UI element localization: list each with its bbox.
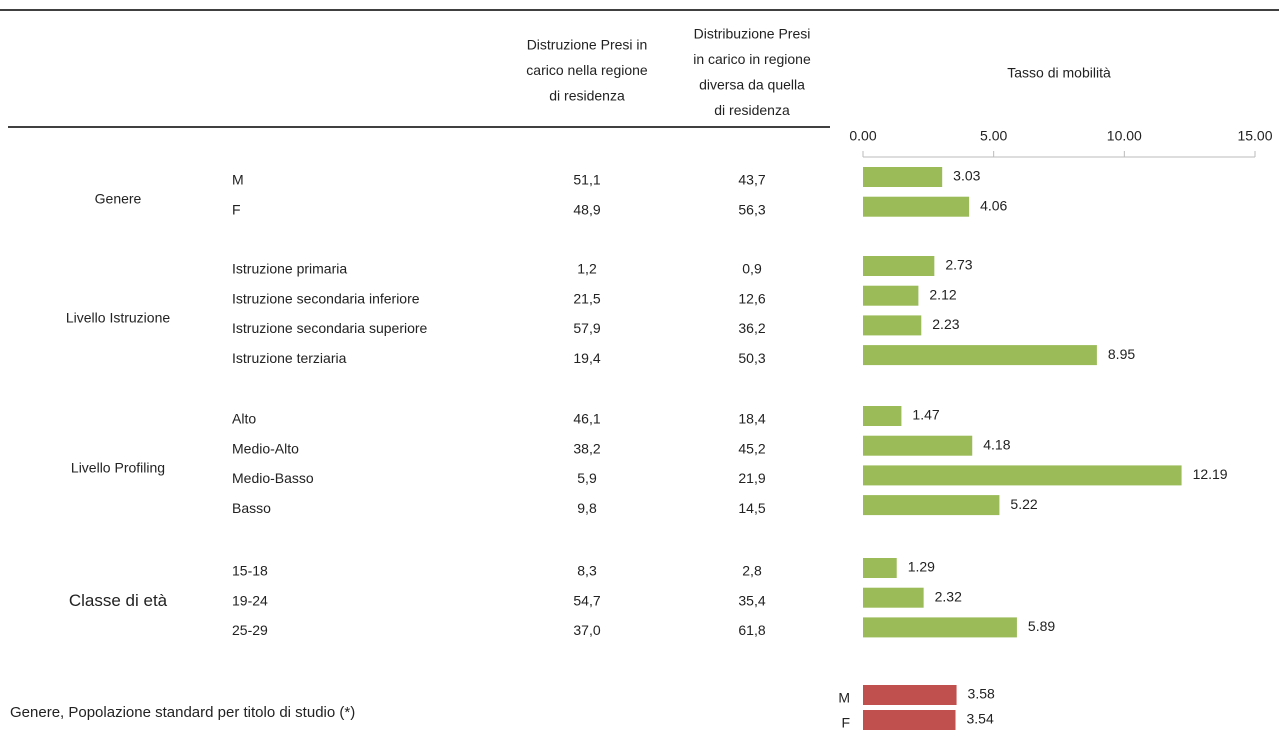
cell-col2: 18,4: [738, 411, 765, 427]
cell-col1: 38,2: [573, 440, 600, 456]
cell-col1: 48,9: [573, 201, 600, 217]
group-label: Livello Profiling: [71, 459, 165, 475]
cell-col1: 57,9: [573, 320, 600, 336]
row-label: Istruzione secondaria superiore: [232, 320, 428, 336]
bar-value: 2.12: [929, 286, 956, 302]
row-label: 15-18: [232, 563, 268, 579]
bar-value: 12.19: [1193, 466, 1228, 482]
cell-col1: 46,1: [573, 411, 600, 427]
bar: [863, 285, 919, 306]
row-label: Medio-Alto: [232, 440, 299, 456]
bar-value: 2.32: [935, 588, 962, 604]
cell-col2: 2,8: [742, 563, 762, 579]
bar-value: 4.06: [980, 197, 1007, 213]
bar: [863, 256, 935, 276]
x-tick-label: 5.00: [980, 128, 1007, 144]
bar-value: 3.58: [968, 686, 995, 702]
cell-col2: 61,8: [738, 622, 765, 638]
cell-col1: 19,4: [573, 350, 600, 366]
row-label: 19-24: [232, 592, 268, 608]
cell-col2: 21,9: [738, 470, 765, 486]
group-label: Genere: [95, 191, 142, 207]
cell-col1: 8,3: [577, 563, 597, 579]
cell-col1: 54,7: [573, 592, 600, 608]
cell-col2: 43,7: [738, 172, 765, 188]
row-label: Basso: [232, 500, 271, 516]
footer-label: Genere, Popolazione standard per titolo …: [10, 704, 355, 721]
bar-value: 8.95: [1108, 346, 1135, 362]
cell-col2: 56,3: [738, 201, 765, 217]
header-col2: di residenza: [714, 102, 790, 118]
bar: [863, 435, 973, 456]
bar: [863, 315, 922, 336]
cell-col2: 45,2: [738, 440, 765, 456]
row-label: 25-29: [232, 622, 268, 638]
bar: [863, 345, 1097, 366]
row-label: Istruzione primaria: [232, 261, 347, 277]
bar-value: 2.23: [932, 316, 959, 332]
cell-col2: 0,9: [742, 261, 762, 277]
group-label: Livello Istruzione: [66, 309, 170, 325]
x-tick-label: 10.00: [1107, 128, 1142, 144]
row-label: Alto: [232, 411, 256, 427]
header-rate: Tasso di mobilità: [1007, 65, 1111, 81]
cell-col1: 37,0: [573, 622, 600, 638]
bar: [863, 558, 897, 578]
bar: [863, 167, 943, 187]
cell-col2: 14,5: [738, 500, 765, 516]
bar-value: 3.54: [967, 711, 994, 727]
bar: [863, 710, 956, 730]
cell-col1: 5,9: [577, 470, 597, 486]
bar: [863, 406, 902, 426]
bar-value: 3.03: [953, 168, 980, 184]
bar-value: 1.47: [912, 407, 939, 423]
footer-row-label: F: [841, 715, 850, 731]
cell-col1: 1,2: [577, 261, 597, 277]
row-label: Istruzione secondaria inferiore: [232, 290, 420, 306]
bar-value: 2.73: [945, 257, 972, 273]
bar: [863, 685, 957, 705]
header-col2: Distribuzione Presi: [694, 26, 811, 42]
cell-col1: 9,8: [577, 500, 597, 516]
cell-col1: 51,1: [573, 172, 600, 188]
cell-col2: 36,2: [738, 320, 765, 336]
cell-col2: 50,3: [738, 350, 765, 366]
cell-col2: 35,4: [738, 592, 765, 608]
cell-col2: 12,6: [738, 290, 765, 306]
row-label: Istruzione terziaria: [232, 350, 347, 366]
row-label: Medio-Basso: [232, 470, 314, 486]
bar: [863, 465, 1182, 486]
bar: [863, 196, 970, 217]
row-label: M: [232, 172, 244, 188]
bar: [863, 495, 1000, 516]
header-col1: Distruzione Presi in: [527, 37, 648, 53]
x-tick-label: 0.00: [849, 128, 876, 144]
bar-value: 4.18: [983, 436, 1010, 452]
bar-value: 1.29: [908, 559, 935, 575]
x-tick-label: 15.00: [1237, 128, 1272, 144]
row-label: F: [232, 201, 241, 217]
bar: [863, 617, 1017, 638]
group-label: Classe di età: [69, 591, 168, 610]
footer-row-label: M: [838, 690, 850, 706]
header-col2: in carico in regione: [693, 51, 811, 67]
bar-value: 5.22: [1010, 496, 1037, 512]
bar: [863, 587, 924, 608]
header-col2: diversa da quella: [699, 77, 805, 93]
bar-value: 5.89: [1028, 618, 1055, 634]
header-col1: di residenza: [549, 88, 625, 104]
header-col1: carico nella regione: [526, 62, 648, 78]
cell-col1: 21,5: [573, 290, 600, 306]
